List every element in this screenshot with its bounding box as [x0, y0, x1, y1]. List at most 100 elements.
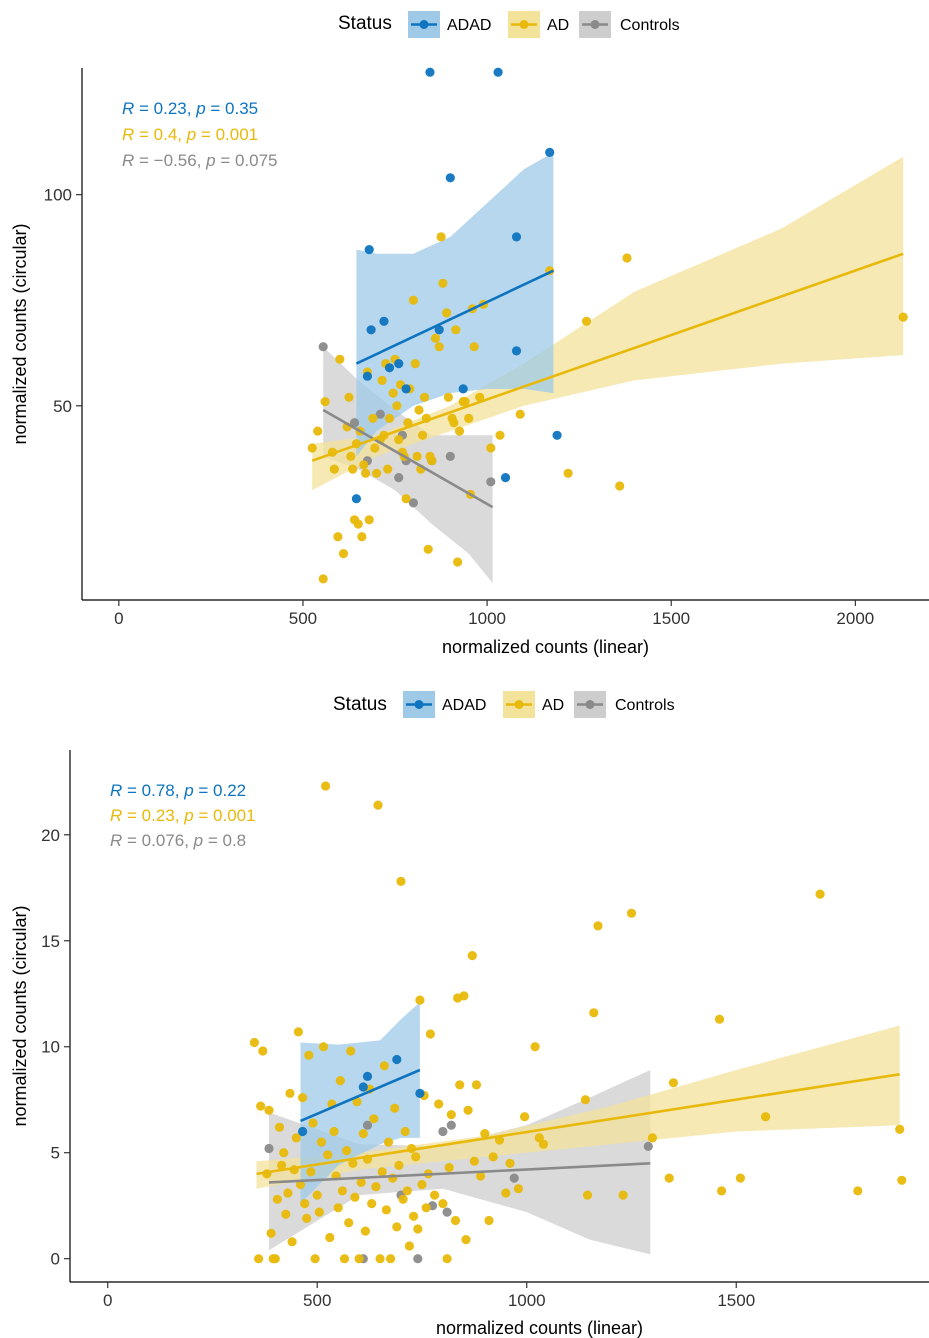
data-point-ad: [323, 1150, 333, 1160]
fit-line-adad: [299, 1068, 421, 1123]
data-point-adad: [401, 384, 411, 394]
data-point-ad: [895, 1124, 905, 1134]
data-point-controls: [394, 473, 404, 483]
data-point-ad: [318, 1042, 329, 1052]
data-point-adad: [500, 473, 511, 483]
plot-area-top: 0 500 1000 1500 2000 50 100 normalized counts (…: [10, 67, 929, 657]
data-point-ad: [369, 1114, 379, 1124]
data-point-ad: [476, 1171, 486, 1181]
data-point-ad: [320, 397, 330, 407]
data-point-controls: [446, 1120, 456, 1130]
data-point-ad: [394, 435, 404, 445]
data-point-adad: [458, 384, 468, 394]
data-point-adad: [552, 430, 562, 440]
legend-key-controls-point: [590, 20, 600, 29]
legend-label-ad: AD: [542, 697, 564, 714]
data-point-adad: [351, 494, 361, 504]
data-point-ad: [390, 1103, 400, 1113]
data-point-ad: [314, 1207, 324, 1217]
data-point-ad: [381, 1205, 391, 1215]
data-point-ad: [375, 1254, 385, 1264]
data-point-ad: [401, 494, 411, 504]
data-point-ad: [425, 1029, 435, 1039]
data-point-ad: [344, 392, 354, 402]
data-point-ad: [593, 921, 603, 931]
x-tick-label: 1500: [717, 1291, 755, 1310]
y-tick-label: 5: [51, 1144, 60, 1163]
legend-top: Status ADAD AD Controls: [338, 11, 680, 38]
data-point-ad: [454, 426, 465, 436]
data-point-ad: [668, 1078, 679, 1088]
data-point-adad: [364, 245, 374, 255]
data-point-ad: [371, 1182, 381, 1192]
x-axis-label: normalized counts (linear): [436, 1318, 643, 1338]
data-point-adad: [362, 1071, 373, 1081]
data-point-ad: [419, 392, 430, 402]
data-point-ad: [333, 1203, 343, 1213]
data-point-controls: [408, 498, 418, 508]
data-point-ad: [488, 1152, 498, 1162]
data-point-ad: [285, 1088, 295, 1098]
data-point-ad: [622, 253, 632, 263]
data-point-ad: [316, 1137, 326, 1147]
data-point-ad: [377, 375, 387, 385]
data-point-ad: [281, 1209, 291, 1219]
data-point-ad: [383, 464, 393, 474]
data-point-ad: [538, 1139, 549, 1149]
legend-label-adad: ADAD: [447, 17, 491, 34]
data-point-ad: [449, 418, 459, 428]
data-point-ad: [408, 295, 418, 305]
data-point-ad: [368, 413, 378, 423]
data-point-adad: [298, 1126, 308, 1137]
plot-area-bottom: 0 500 1000 1500 0 5 10 15 20 normalized counts (l…: [10, 750, 929, 1338]
data-point-ad: [377, 1167, 387, 1177]
data-point-ad: [335, 354, 345, 364]
data-point-ad: [346, 451, 356, 461]
data-point-adad: [415, 1088, 425, 1098]
data-point-ad: [364, 515, 374, 525]
fit-line-ad: [311, 252, 904, 462]
data-point-controls: [445, 451, 455, 461]
fit-line-ad: [256, 1073, 900, 1176]
data-point-ad: [898, 312, 908, 322]
data-point-ad: [283, 1188, 293, 1198]
y-axis-label: normalized counts (circular): [10, 223, 30, 444]
x-tick-label: 500: [303, 1291, 331, 1310]
data-point-ad: [338, 549, 349, 559]
legend-key-adad-point: [419, 20, 429, 29]
data-point-adad: [493, 67, 503, 77]
legend-key-ad-point: [514, 700, 524, 709]
data-point-ad: [307, 443, 317, 453]
correlation-annotation: R = 0.4, p = 0.001: [122, 125, 258, 144]
correlation-annotation: R = 0.23, p = 0.35: [122, 99, 258, 118]
data-point-ad: [333, 532, 343, 542]
data-point-ad: [563, 468, 573, 478]
data-point-ad: [761, 1112, 771, 1122]
data-point-ad: [256, 1101, 266, 1111]
data-point-ad: [329, 1126, 339, 1137]
data-point-controls: [643, 1141, 653, 1151]
legend-key-controls: [574, 691, 606, 718]
data-point-ad: [430, 1190, 440, 1200]
data-point-ad: [404, 1241, 414, 1251]
data-point-ad: [417, 1179, 427, 1190]
data-point-controls: [486, 477, 496, 487]
data-point-ad: [413, 1224, 423, 1234]
x-tick-label: 1500: [652, 609, 690, 628]
legend-key-adad: [408, 11, 440, 38]
data-point-ad: [398, 1194, 408, 1204]
data-point-ad: [300, 1199, 310, 1209]
data-point-ad: [463, 1105, 473, 1115]
legend-key-ad: [508, 11, 540, 38]
data-point-ad: [335, 1076, 345, 1086]
data-point-ad: [357, 532, 367, 542]
data-point-ad: [348, 464, 358, 474]
data-point-ad: [443, 392, 453, 402]
data-point-ad: [495, 430, 505, 440]
data-point-ad: [471, 1080, 482, 1090]
data-point-ad: [714, 1014, 725, 1024]
data-point-ad: [403, 418, 413, 428]
data-point-ad: [410, 359, 420, 369]
data-point-ad: [394, 1160, 404, 1170]
